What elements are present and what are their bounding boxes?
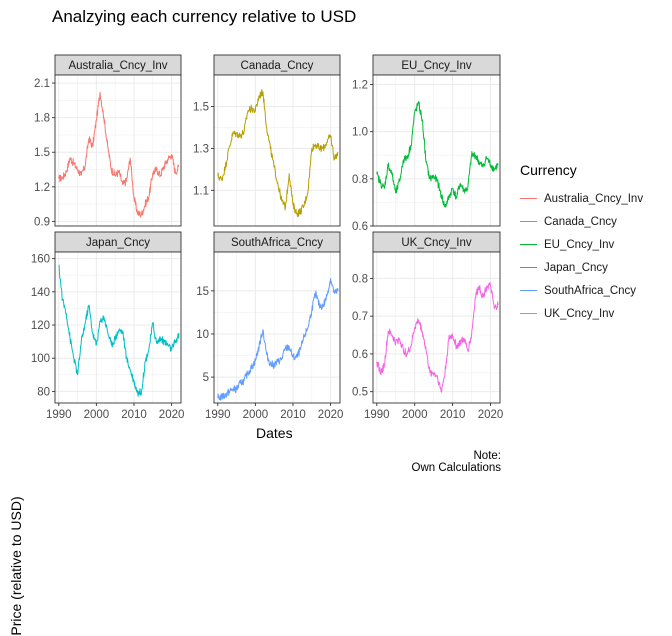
y-tick-label: 0.8 — [352, 273, 368, 285]
series-line-canada-cncy — [217, 89, 339, 218]
panel-background — [214, 75, 340, 226]
y-tick-label: 0.6 — [352, 349, 368, 361]
faceted-line-chart: Australia_Cncy_Inv 0.9 1.2 1.5 1.8 2.1 Canada_… — [31, 54, 504, 421]
y-tick-label: 1.3 — [193, 143, 209, 155]
x-tick-label: 2020 — [159, 409, 185, 421]
legend-label: Australia_Cncy_Inv — [544, 192, 644, 205]
y-tick-label: 1.2 — [352, 79, 368, 91]
legend-key — [520, 305, 537, 322]
x-tick-label: 2020 — [478, 409, 504, 421]
legend-item-canada-cncy: Canada_Cncy — [520, 210, 643, 233]
legend-key — [520, 236, 537, 253]
y-tick-label: 0.7 — [352, 311, 368, 323]
panel-southafrica-cncy: SouthAfrica_Cncy 5 10 15 1990 2000 2010 2020 — [196, 231, 344, 421]
legend-label: Japan_Cncy — [544, 261, 608, 274]
y-tick-label: 160 — [31, 254, 50, 266]
legend-title: Currency — [520, 162, 577, 178]
panel-japan-cncy: Japan_Cncy 80 100 120 140 160 1990 2000 2010 2020 — [31, 231, 185, 421]
x-tick-label: 2010 — [280, 409, 306, 421]
legend-item-japan-cncy: Japan_Cncy — [520, 256, 643, 279]
x-tick-label: 2010 — [121, 409, 147, 421]
series-line-uk-cncy-inv — [376, 282, 499, 393]
panel-border — [213, 251, 341, 404]
y-tick-label: 1.1 — [193, 185, 209, 197]
chart-title: Analzying each currency relative to USD — [52, 7, 357, 26]
legend-item-australia-cncy-inv: Australia_Cncy_Inv — [520, 187, 643, 210]
y-tick-label: 1.8 — [34, 113, 50, 125]
x-tick-label: 2020 — [318, 409, 344, 421]
y-tick-label: 1.0 — [352, 127, 368, 139]
legend-key — [520, 213, 537, 230]
caption: Note: Own Calculations — [301, 450, 501, 474]
panel-background — [55, 75, 181, 226]
panel-uk-cncy-inv: UK_Cncy_Inv 0.5 0.6 0.7 0.8 1990 2000 2010 2020 — [352, 231, 504, 421]
x-tick-label: 1990 — [364, 409, 390, 421]
x-tick-label: 2000 — [243, 409, 269, 421]
legend: Currency Australia_Cncy_Inv Canada_Cncy EU… — [520, 162, 643, 325]
panel-australia-cncy-inv: Australia_Cncy_Inv 0.9 1.2 1.5 1.8 2.1 — [34, 54, 182, 228]
y-axis-label: Price (relative to USD) — [8, 496, 24, 636]
caption-line-note: Note: — [473, 450, 502, 462]
legend-key — [520, 190, 537, 207]
legend-label: SouthAfrica_Cncy — [544, 284, 637, 297]
strip-label: Canada_Cncy — [241, 60, 314, 72]
x-axis-label: Dates — [256, 425, 293, 441]
y-tick-label: 0.6 — [352, 221, 368, 233]
panel-canada-cncy: Canada_Cncy 1.1 1.3 1.5 — [193, 54, 341, 227]
series-line-southafrica-cncy — [217, 278, 339, 401]
y-tick-label: 1.5 — [34, 147, 50, 159]
strip-label: Australia_Cncy_Inv — [68, 60, 167, 72]
panel-background — [55, 252, 181, 403]
panel-border — [213, 74, 341, 227]
legend-key — [520, 259, 537, 276]
legend-item-eu-cncy-inv: EU_Cncy_Inv — [520, 233, 643, 256]
legend-label: EU_Cncy_Inv — [544, 238, 615, 251]
x-tick-label: 1990 — [205, 409, 231, 421]
series-line-eu-cncy-inv — [376, 100, 499, 208]
caption-line-source: Own Calculations — [411, 462, 501, 474]
y-tick-label: 15 — [196, 286, 209, 298]
y-tick-label: 120 — [31, 320, 50, 332]
panel-background — [214, 252, 340, 403]
legend-label: Canada_Cncy — [544, 215, 617, 228]
strip-label: UK_Cncy_Inv — [401, 237, 472, 249]
series-line-japan-cncy — [58, 264, 180, 397]
panel-border — [54, 74, 182, 227]
y-tick-label: 100 — [31, 353, 50, 365]
y-tick-label: 140 — [31, 287, 50, 299]
y-tick-label: 80 — [37, 386, 50, 398]
strip-label: Japan_Cncy — [86, 237, 150, 249]
x-tick-label: 2000 — [402, 409, 428, 421]
y-tick-label: 0.9 — [34, 216, 50, 228]
y-tick-label: 2.1 — [34, 78, 50, 90]
legend-label: UK_Cncy_Inv — [544, 307, 615, 320]
panel-background — [373, 75, 500, 226]
panel-border — [372, 251, 501, 404]
y-tick-label: 1.2 — [34, 182, 50, 194]
y-tick-label: 1.5 — [193, 101, 209, 113]
panel-eu-cncy-inv: EU_Cncy_Inv 0.6 0.8 1.0 1.2 — [352, 54, 501, 233]
x-tick-label: 1990 — [46, 409, 72, 421]
panel-border — [372, 74, 501, 227]
panel-background — [373, 252, 500, 403]
y-tick-label: 10 — [196, 329, 209, 341]
legend-item-uk-cncy-inv: UK_Cncy_Inv — [520, 302, 643, 325]
strip-label: SouthAfrica_Cncy — [231, 237, 323, 249]
series-line-australia-cncy-inv — [58, 91, 180, 218]
legend-item-southafrica-cncy: SouthAfrica_Cncy — [520, 279, 643, 302]
y-tick-label: 5 — [203, 372, 209, 384]
x-tick-label: 2010 — [440, 409, 466, 421]
strip-label: EU_Cncy_Inv — [401, 60, 472, 72]
x-tick-label: 2000 — [84, 409, 110, 421]
legend-key — [520, 282, 537, 299]
panel-border — [54, 251, 182, 404]
y-tick-label: 0.5 — [352, 387, 368, 399]
y-tick-label: 0.8 — [352, 174, 368, 186]
